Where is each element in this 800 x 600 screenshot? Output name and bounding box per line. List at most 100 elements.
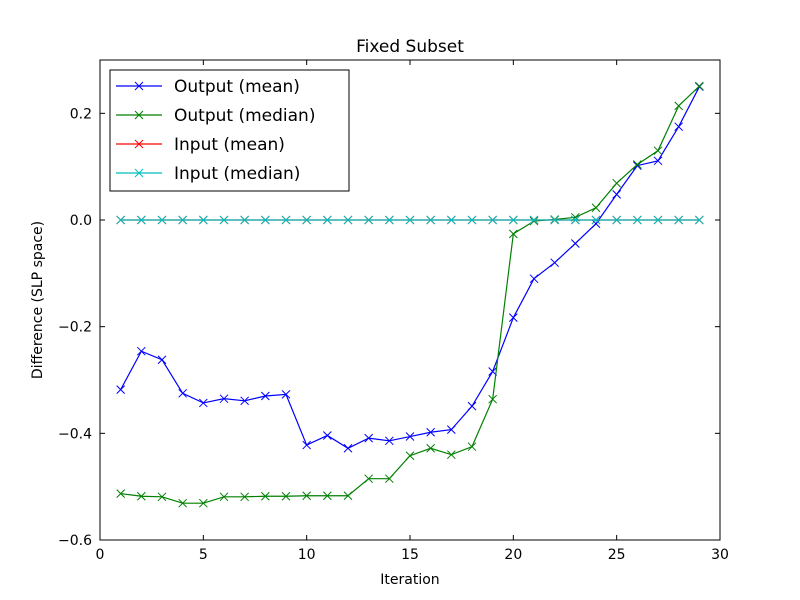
series-input-median <box>116 215 704 225</box>
data-point-output-median <box>302 491 312 501</box>
data-point-input-median <box>343 215 353 225</box>
y-tick-label: 0.2 <box>70 106 92 122</box>
data-point-input-median <box>157 215 167 225</box>
data-point-output-median <box>674 101 684 111</box>
x-tick-label: 0 <box>96 547 105 563</box>
data-point-output-mean <box>612 190 622 199</box>
data-point-output-mean <box>178 388 188 398</box>
data-point-output-mean <box>591 219 601 229</box>
data-point-output-median <box>322 491 332 501</box>
data-point-output-median <box>219 492 229 502</box>
legend-box <box>109 69 350 192</box>
data-point-output-mean <box>508 313 518 322</box>
data-point-output-median <box>653 146 663 156</box>
data-point-input-median <box>612 215 622 225</box>
chart-title: Fixed Subset <box>356 37 464 57</box>
data-point-input-median <box>550 215 560 225</box>
data-point-output-median <box>281 491 291 501</box>
data-point-input-median <box>591 215 601 225</box>
data-point-input-median <box>322 215 332 225</box>
data-point-output-median <box>632 160 642 169</box>
data-point-output-median <box>240 492 250 502</box>
data-point-output-mean <box>116 385 126 394</box>
x-tick-label: 10 <box>298 547 316 563</box>
data-point-input-median <box>178 215 188 225</box>
data-point-output-median <box>446 450 456 460</box>
data-point-output-mean <box>550 258 560 268</box>
data-point-output-median <box>426 443 436 453</box>
x-axis-label: Iteration <box>380 572 439 588</box>
data-point-input-median <box>219 215 229 225</box>
y-tick-label: −0.6 <box>58 533 92 549</box>
data-point-output-median <box>157 492 167 502</box>
data-point-output-median <box>116 489 126 498</box>
data-point-input-median <box>136 215 146 225</box>
legend-item: Output (median) <box>116 106 315 126</box>
data-point-output-median <box>612 178 622 188</box>
data-point-input-median <box>426 215 436 225</box>
data-point-output-median <box>488 394 498 404</box>
data-point-output-mean <box>570 239 580 248</box>
legend-item: Output (mean) <box>116 77 300 97</box>
series-layer <box>116 81 704 508</box>
x-tick-label: 20 <box>504 547 522 563</box>
legend-item: Input (median) <box>116 164 300 184</box>
y-axis: −0.6 −0.4 −0.2 0.0 0.2 <box>58 106 720 549</box>
x-tick-label: 30 <box>711 547 729 563</box>
data-point-output-mean <box>653 156 663 166</box>
legend-label: Input (median) <box>174 164 300 184</box>
x-tick-label: 15 <box>401 547 419 563</box>
data-point-output-mean <box>281 390 291 399</box>
data-point-output-mean <box>467 401 477 411</box>
data-point-output-mean <box>674 122 684 132</box>
legend-label: Output (mean) <box>174 77 300 97</box>
x-tick-label: 25 <box>608 547 626 563</box>
data-point-input-median <box>508 215 518 225</box>
data-point-output-median <box>694 81 704 91</box>
data-point-output-mean <box>405 432 415 441</box>
data-point-input-median <box>281 215 291 225</box>
data-point-input-median <box>570 215 580 225</box>
data-point-output-median <box>384 474 394 484</box>
data-point-output-mean <box>322 431 332 440</box>
legend-label: Output (median) <box>174 106 315 126</box>
data-point-output-mean <box>302 440 312 450</box>
data-point-output-mean <box>198 398 208 408</box>
data-point-output-median <box>260 491 270 501</box>
data-point-input-median <box>694 215 704 225</box>
data-point-input-median <box>384 215 394 225</box>
data-point-output-mean <box>426 427 436 437</box>
data-point-output-mean <box>343 443 353 453</box>
legend-label: Input (mean) <box>174 135 285 155</box>
data-point-output-mean <box>240 396 250 406</box>
data-point-input-median <box>653 215 663 225</box>
data-point-output-mean <box>157 355 167 365</box>
data-point-output-mean <box>219 394 229 404</box>
data-point-output-median <box>343 491 353 501</box>
y-axis-label: Difference (SLP space) <box>30 221 46 379</box>
legend: Output (mean) Output (median) Input (mean)… <box>109 69 350 192</box>
y-tick-label: 0.0 <box>70 213 92 229</box>
data-point-input-median <box>116 215 126 225</box>
y-tick-label: −0.4 <box>58 426 92 442</box>
data-point-output-mean <box>260 391 270 401</box>
legend-item: Input (mean) <box>116 135 285 155</box>
data-point-output-median <box>529 216 539 226</box>
data-point-output-median <box>198 498 208 508</box>
data-point-input-median <box>632 215 642 225</box>
data-point-output-median <box>364 474 374 484</box>
data-point-output-median <box>405 451 415 461</box>
data-point-input-median <box>364 215 374 225</box>
data-point-output-median <box>508 229 518 239</box>
x-axis: 0 5 10 15 20 25 30 <box>96 60 729 563</box>
data-point-output-median <box>178 498 188 508</box>
data-point-output-median <box>467 442 477 452</box>
legend-marker <box>134 81 144 91</box>
legend-marker <box>134 168 144 178</box>
data-point-input-median <box>488 215 498 225</box>
legend-marker <box>134 139 144 149</box>
data-point-input-median <box>405 215 415 225</box>
data-point-output-mean <box>529 274 539 284</box>
data-point-input-median <box>467 215 477 225</box>
